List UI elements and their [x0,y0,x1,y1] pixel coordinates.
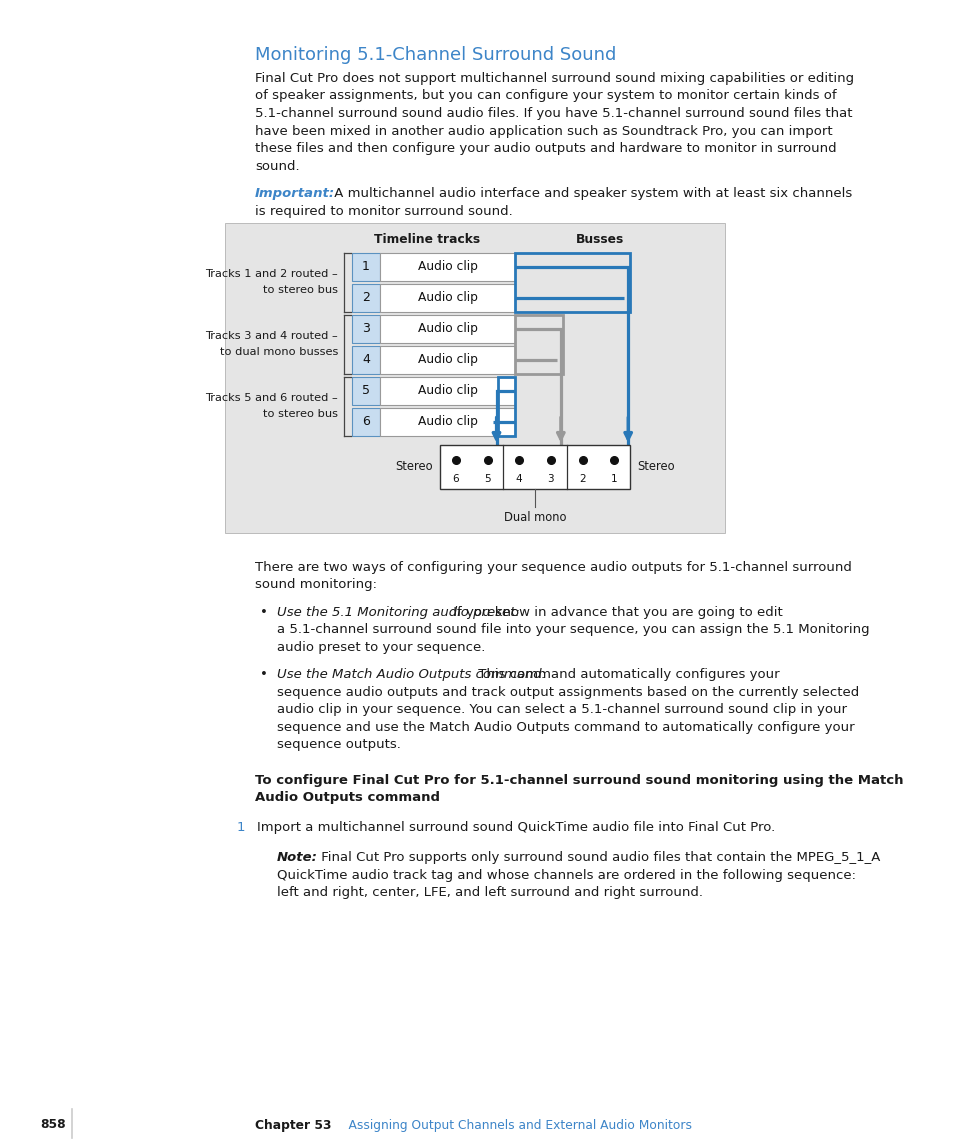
Text: to dual mono busses: to dual mono busses [219,347,337,357]
Bar [352,377,379,405]
Bar [379,346,515,374]
Text: •: • [260,606,268,618]
Text: There are two ways of configuring your sequence audio outputs for 5.1-channel su: There are two ways of configuring your s… [254,561,851,574]
Text: Final Cut Pro supports only surround sound audio files that contain the MPEG_5_1: Final Cut Pro supports only surround sou… [316,851,880,864]
Text: Tracks 5 and 6 routed –: Tracks 5 and 6 routed – [205,394,337,403]
Text: 4: 4 [362,354,370,366]
Text: to stereo bus: to stereo bus [263,409,337,419]
Text: 858: 858 [40,1119,66,1131]
Text: sequence and use the Match Audio Outputs command to automatically configure your: sequence and use the Match Audio Outputs… [276,720,854,734]
Text: these files and then configure your audio outputs and hardware to monitor in sur: these files and then configure your audi… [254,142,836,155]
Text: to stereo bus: to stereo bus [263,285,337,295]
Bar [379,284,515,311]
Text: Audio clip: Audio clip [417,291,476,305]
Text: 4: 4 [516,474,522,483]
Text: Audio clip: Audio clip [417,354,476,366]
Text: 5.1-channel surround sound audio files. If you have 5.1-channel surround sound f: 5.1-channel surround sound audio files. … [254,106,852,120]
Text: have been mixed in another audio application such as Soundtrack Pro, you can imp: have been mixed in another audio applica… [254,125,832,137]
Bar [352,284,379,311]
Text: Timeline tracks: Timeline tracks [374,232,479,245]
Text: 1: 1 [236,821,245,834]
Text: audio clip in your sequence. You can select a 5.1-channel surround sound clip in: audio clip in your sequence. You can sel… [276,703,846,716]
Text: Audio clip: Audio clip [417,385,476,397]
Text: Use the Match Audio Outputs command:: Use the Match Audio Outputs command: [276,668,545,681]
Text: Stereo: Stereo [637,460,674,473]
Text: is required to monitor surround sound.: is required to monitor surround sound. [254,205,512,218]
Text: Audio clip: Audio clip [417,416,476,428]
Text: Audio Outputs command: Audio Outputs command [254,791,439,804]
Text: To configure Final Cut Pro for 5.1-channel surround sound monitoring using the M: To configure Final Cut Pro for 5.1-chann… [254,774,902,787]
Text: audio preset to your sequence.: audio preset to your sequence. [276,640,485,654]
Bar [225,222,724,532]
Bar [515,253,630,311]
Text: •: • [260,668,268,681]
Text: Stereo: Stereo [395,460,433,473]
Bar [379,408,515,436]
Text: If you know in advance that you are going to edit: If you know in advance that you are goin… [449,606,781,618]
Text: Audio clip: Audio clip [417,322,476,335]
Text: Dual mono: Dual mono [503,511,566,523]
Text: 5: 5 [484,474,490,483]
Bar [352,408,379,436]
Text: 5: 5 [361,385,370,397]
Text: Import a multichannel surround sound QuickTime audio file into Final Cut Pro.: Import a multichannel surround sound Qui… [256,821,775,834]
Text: 1: 1 [610,474,617,483]
Text: Final Cut Pro does not support multichannel surround sound mixing capabilities o: Final Cut Pro does not support multichan… [254,72,853,85]
Bar [498,377,515,436]
Text: sound.: sound. [254,159,299,173]
Text: Important:: Important: [254,187,335,200]
Text: Monitoring 5.1-Channel Surround Sound: Monitoring 5.1-Channel Surround Sound [254,46,616,64]
Text: 3: 3 [362,322,370,335]
Text: 2: 2 [578,474,585,483]
Text: Busses: Busses [576,232,623,245]
Bar [379,253,515,281]
Text: sound monitoring:: sound monitoring: [254,578,376,591]
Text: This command automatically configures your: This command automatically configures yo… [474,668,779,681]
Bar [379,377,515,405]
Text: 2: 2 [362,291,370,305]
Text: Assigning Output Channels and External Audio Monitors: Assigning Output Channels and External A… [333,1119,691,1131]
Text: Note:: Note: [276,851,317,864]
Text: 6: 6 [452,474,458,483]
Text: Chapter 53: Chapter 53 [254,1119,331,1131]
Text: sequence outputs.: sequence outputs. [276,739,400,751]
Bar [439,444,629,489]
Text: Audio clip: Audio clip [417,260,476,274]
Text: Tracks 3 and 4 routed –: Tracks 3 and 4 routed – [205,331,337,341]
Text: Use the 5.1 Monitoring audio preset:: Use the 5.1 Monitoring audio preset: [276,606,519,618]
Text: Tracks 1 and 2 routed –: Tracks 1 and 2 routed – [205,269,337,279]
Bar [379,315,515,343]
Bar [352,346,379,374]
Text: a 5.1-channel surround sound file into your sequence, you can assign the 5.1 Mon: a 5.1-channel surround sound file into y… [276,623,869,635]
Text: sequence audio outputs and track output assignments based on the currently selec: sequence audio outputs and track output … [276,686,859,698]
Bar [352,253,379,281]
Bar [352,315,379,343]
Text: QuickTime audio track tag and whose channels are ordered in the following sequen: QuickTime audio track tag and whose chan… [276,869,855,882]
Text: 6: 6 [362,416,370,428]
Text: 1: 1 [362,260,370,274]
Text: of speaker assignments, but you can configure your system to monitor certain kin: of speaker assignments, but you can conf… [254,89,836,103]
Text: A multichannel audio interface and speaker system with at least six channels: A multichannel audio interface and speak… [330,187,851,200]
Text: left and right, center, LFE, and left surround and right surround.: left and right, center, LFE, and left su… [276,886,702,899]
Text: 3: 3 [547,474,554,483]
Bar [515,315,562,374]
